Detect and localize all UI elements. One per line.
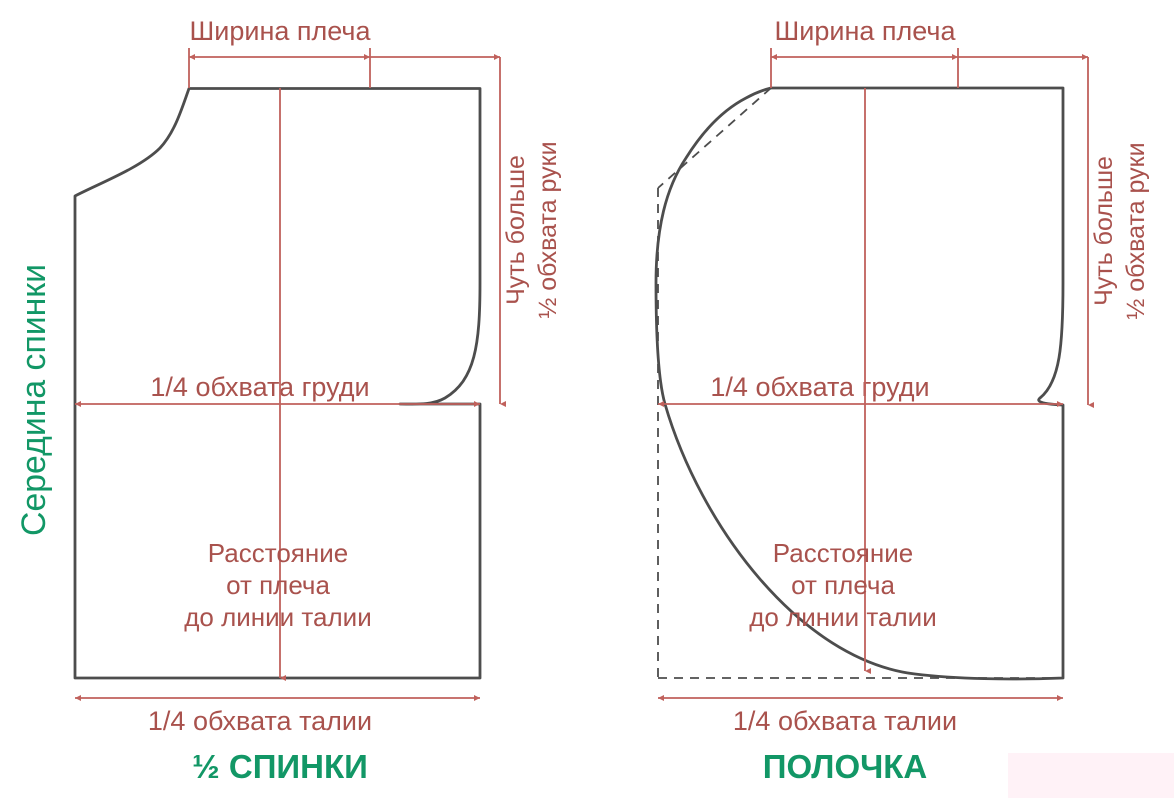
svg-text:Расстояние: Расстояние	[208, 538, 348, 568]
svg-text:½ СПИНКИ: ½ СПИНКИ	[192, 748, 368, 785]
svg-text:Чуть больше: Чуть больше	[1090, 156, 1118, 306]
svg-text:от плеча: от плеча	[791, 570, 895, 600]
svg-text:½ обхвата руки: ½ обхвата руки	[534, 141, 562, 318]
svg-text:1/4 обхвата талии: 1/4 обхвата талии	[733, 706, 957, 736]
svg-text:до линии талии: до линии талии	[749, 602, 936, 632]
svg-text:1/4 обхвата груди: 1/4 обхвата груди	[150, 372, 369, 402]
svg-text:Ширина плеча: Ширина плеча	[190, 16, 372, 46]
svg-text:Чуть больше: Чуть больше	[502, 155, 530, 305]
svg-text:Расстояние: Расстояние	[773, 538, 913, 568]
svg-text:до линии талии: до линии талии	[184, 602, 371, 632]
svg-text:1/4 обхвата груди: 1/4 обхвата груди	[710, 372, 929, 402]
svg-text:ПОЛОЧКА: ПОЛОЧКА	[763, 748, 928, 785]
svg-text:Середина спинки: Середина спинки	[15, 264, 53, 536]
svg-text:1/4 обхвата талии: 1/4 обхвата талии	[148, 706, 372, 736]
svg-text:от плеча: от плеча	[226, 570, 330, 600]
svg-text:½ обхвата руки: ½ обхвата руки	[1122, 142, 1150, 319]
svg-text:Ширина плеча: Ширина плеча	[775, 16, 957, 46]
